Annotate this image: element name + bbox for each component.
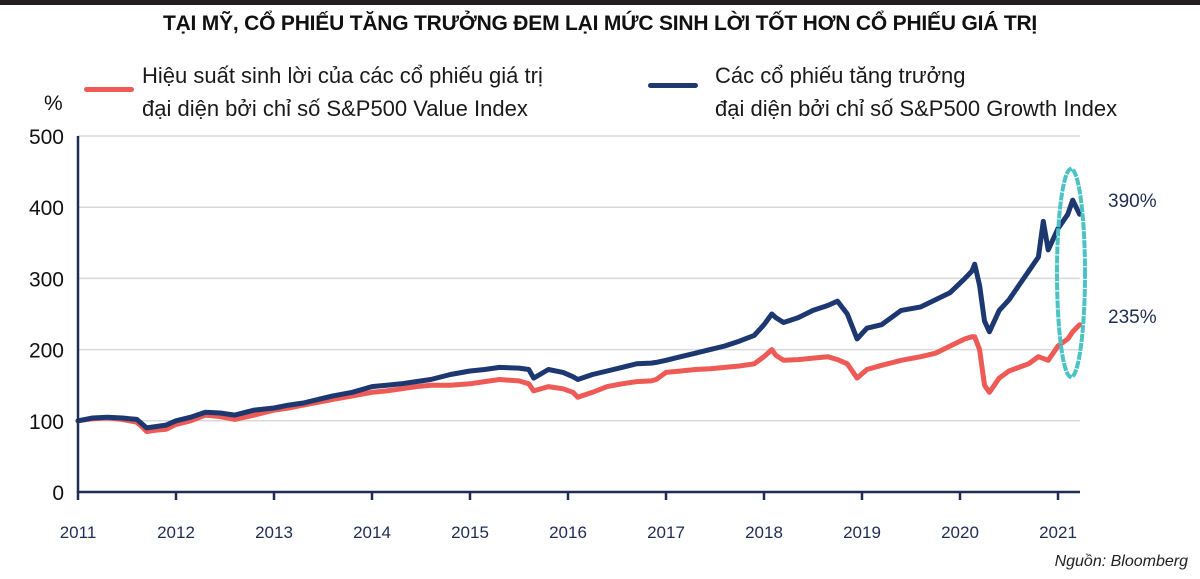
legend-label-value-line2: đại diện bởi chỉ số S&P500 Value Index — [142, 96, 528, 121]
gridlines — [78, 135, 1080, 422]
y-tick-label: 300 — [29, 268, 64, 291]
chart-title: TẠI MỸ, CỔ PHIẾU TĂNG TRƯỞNG ĐEM LẠI MỨC… — [162, 12, 1038, 35]
top-rule — [0, 0, 1200, 5]
annotation-value: 235% — [1108, 307, 1157, 328]
x-tick-label: 2018 — [745, 523, 783, 542]
y-tick-label: 0 — [52, 482, 64, 505]
y-tick-labels: 0 100 200 300 400 500 — [29, 126, 64, 505]
x-tick-label: 2012 — [157, 523, 195, 542]
y-tick-label: 500 — [29, 126, 64, 149]
legend-swatch-growth — [648, 83, 698, 88]
legend-label-growth-line1: Các cổ phiếu tăng trưởng — [715, 63, 966, 88]
source-note: Nguồn: Bloomberg — [1054, 553, 1188, 570]
series-lines — [75, 197, 1083, 434]
annotation-growth: 390% — [1108, 191, 1157, 212]
x-tick-label: 2011 — [60, 523, 97, 542]
y-tick-label: 100 — [29, 411, 64, 434]
legend-label-growth-line2: đại diện bởi chỉ số S&P500 Growth Index — [715, 96, 1118, 121]
highlight-ellipse — [1055, 167, 1087, 379]
series-line-value — [75, 322, 1083, 434]
y-tick-label: 200 — [29, 340, 64, 363]
x-tick-label: 2021 — [1039, 523, 1077, 542]
x-tick-labels: 2011 2012 2013 2014 2015 2016 2017 2018 2019 2020… — [60, 523, 1077, 542]
legend-label-value-line1: Hiệu suất sinh lời của các cổ phiếu giá … — [142, 63, 543, 88]
x-tick-label: 2019 — [843, 523, 881, 542]
x-tick-label: 2017 — [647, 523, 685, 542]
y-axis-unit-label: % — [44, 92, 63, 115]
x-tick-label: 2020 — [941, 523, 979, 542]
x-tick-label: 2016 — [549, 523, 587, 542]
y-tick-label: 400 — [29, 197, 64, 220]
x-tick-label: 2013 — [255, 523, 293, 542]
x-tick-label: 2014 — [353, 523, 391, 542]
legend-swatch-value — [84, 87, 134, 92]
series-line-growth — [75, 197, 1083, 431]
x-tick-label: 2015 — [451, 523, 489, 542]
axes — [76, 136, 1080, 500]
